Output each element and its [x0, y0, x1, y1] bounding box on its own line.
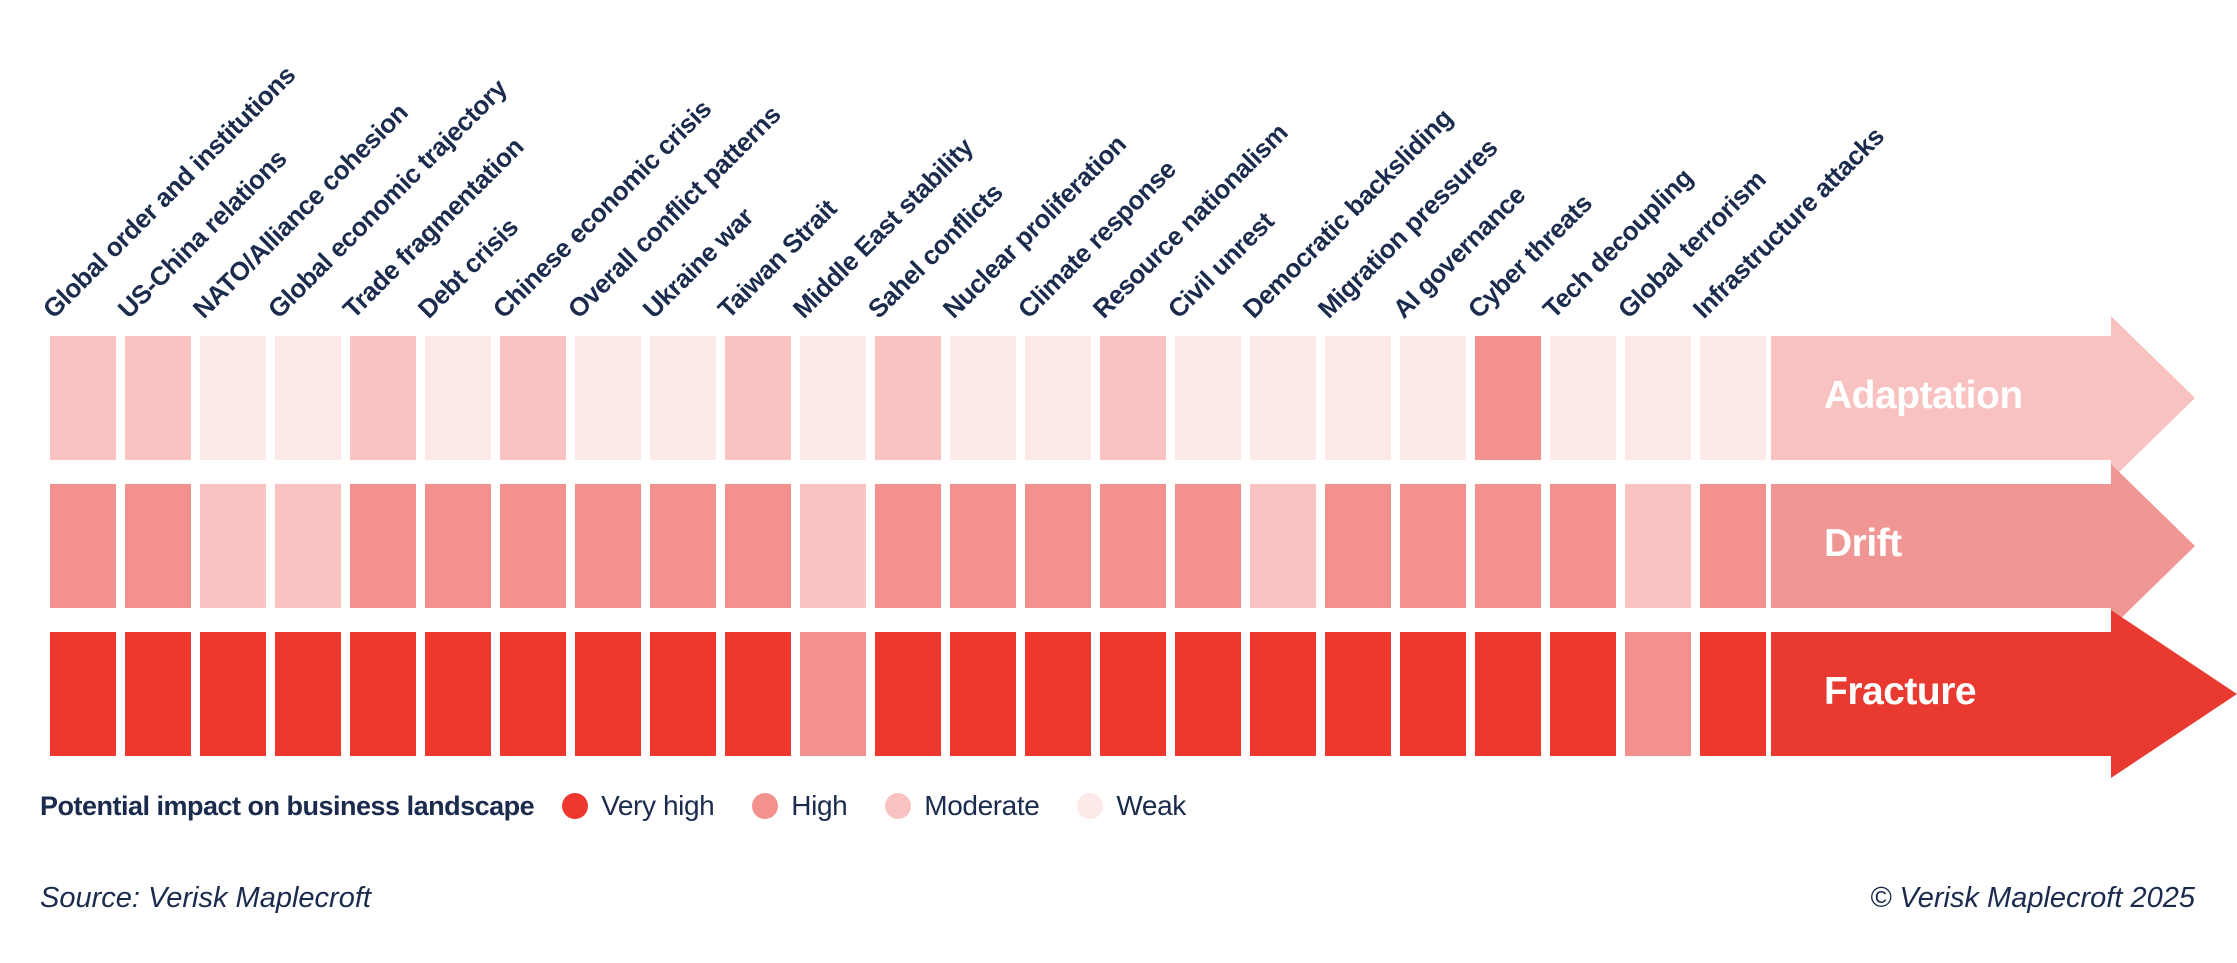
heatmap-cell	[1250, 336, 1316, 460]
heatmap-cell	[1100, 484, 1166, 608]
heatmap-cell	[1400, 484, 1466, 608]
heatmap-cell	[1025, 632, 1091, 756]
drift-arrow-label: Drift	[1824, 522, 1902, 565]
heatmap-cell	[1625, 484, 1691, 608]
heatmap-cell	[275, 632, 341, 756]
heatmap-cell	[575, 484, 641, 608]
heatmap-cell	[1325, 484, 1391, 608]
column-label: AI governance	[1386, 179, 1532, 324]
heatmap-cell	[875, 336, 941, 460]
fracture-arrow-band	[1771, 632, 2111, 756]
heatmap-cell	[125, 484, 191, 608]
heatmap-cell	[200, 484, 266, 608]
legend-item: Moderate	[885, 790, 1040, 822]
heatmap-cell	[1700, 632, 1766, 756]
very-high-dot-icon	[562, 793, 589, 819]
legend-item-label: Weak	[1116, 790, 1186, 821]
heatmap-cell	[1250, 632, 1316, 756]
heatmap-cell	[950, 336, 1016, 460]
heatmap-cell	[725, 632, 791, 756]
heatmap-cell	[1550, 484, 1616, 608]
heatmap-cell	[1250, 484, 1316, 608]
heatmap-cell	[1025, 484, 1091, 608]
heatmap-cell	[125, 336, 191, 460]
heatmap-cell	[50, 632, 116, 756]
heatmap-cell	[275, 484, 341, 608]
heatmap-cell	[575, 632, 641, 756]
copyright-note: © Verisk Maplecroft 2025	[1870, 882, 2195, 914]
legend-item-label: Moderate	[924, 790, 1040, 821]
heatmap-cell	[350, 632, 416, 756]
heatmap-cell	[875, 484, 941, 608]
heatmap-cell	[50, 484, 116, 608]
heatmap-cell	[1325, 336, 1391, 460]
heatmap-cell	[500, 336, 566, 460]
heatmap-cell	[650, 336, 716, 460]
heatmap-cell	[50, 336, 116, 460]
heatmap-cell	[1700, 336, 1766, 460]
heatmap-cell	[1100, 336, 1166, 460]
heatmap-cell	[1475, 484, 1541, 608]
moderate-dot-icon	[885, 793, 912, 819]
heatmap-cell	[1100, 632, 1166, 756]
heatmap-cell	[1175, 336, 1241, 460]
heatmap-cell	[425, 336, 491, 460]
heatmap-cell	[725, 484, 791, 608]
heatmap-cell	[1700, 484, 1766, 608]
heatmap-cell	[200, 632, 266, 756]
heatmap-cell	[1175, 632, 1241, 756]
heatmap-cell	[1025, 336, 1091, 460]
heatmap-cell	[800, 336, 866, 460]
heatmap-cell	[200, 336, 266, 460]
fracture-arrow-label: Fracture	[1824, 670, 1977, 713]
legend-item: High	[752, 790, 848, 822]
heatmap-cell	[1625, 336, 1691, 460]
heatmap-cell	[125, 632, 191, 756]
heatmap-cell	[1475, 336, 1541, 460]
heatmap-cell	[275, 336, 341, 460]
heatmap-cell	[650, 632, 716, 756]
adaptation-arrow-band	[1771, 336, 2111, 460]
drift-arrow-band	[1771, 484, 2111, 608]
fracture-arrow-head	[2111, 610, 2237, 778]
adaptation-arrow-label: Adaptation	[1824, 374, 2023, 417]
heatmap-cell	[800, 484, 866, 608]
heatmap-cell	[350, 484, 416, 608]
source-note: Source: Verisk Maplecroft	[40, 882, 371, 914]
legend-title: Potential impact on business landscape	[40, 790, 535, 821]
heatmap-cell	[1550, 632, 1616, 756]
heatmap-cell	[650, 484, 716, 608]
legend-item-label: Very high	[601, 790, 715, 821]
heatmap-cell	[575, 336, 641, 460]
heatmap-cell	[500, 484, 566, 608]
heatmap-cell	[425, 632, 491, 756]
column-label: Sahel conflicts	[861, 177, 1009, 324]
heatmap-cell	[950, 632, 1016, 756]
heatmap-cell	[1550, 336, 1616, 460]
weak-dot-icon	[1077, 793, 1104, 819]
heatmap-cell	[425, 484, 491, 608]
heatmap-cell	[875, 632, 941, 756]
heatmap-cell	[1625, 632, 1691, 756]
heatmap-cell	[800, 632, 866, 756]
heatmap-cell	[1475, 632, 1541, 756]
heatmap-cell	[1400, 632, 1466, 756]
high-dot-icon	[752, 793, 779, 819]
heatmap-cell	[950, 484, 1016, 608]
legend-item: Weak	[1077, 790, 1186, 822]
legend-item: Very high	[562, 790, 715, 822]
heatmap-cell	[1175, 484, 1241, 608]
heatmap-cell	[500, 632, 566, 756]
adaptation-arrow-head	[2111, 316, 2195, 480]
legend-item-label: High	[791, 790, 848, 821]
heatmap-cell	[1325, 632, 1391, 756]
heatmap-cell	[1400, 336, 1466, 460]
heatmap-cell	[350, 336, 416, 460]
legend: Potential impact on business landscape V…	[40, 786, 1224, 826]
drift-arrow-head	[2111, 464, 2195, 628]
heatmap-cell	[725, 336, 791, 460]
legend-items: Very high High Moderate Weak	[562, 790, 1224, 822]
